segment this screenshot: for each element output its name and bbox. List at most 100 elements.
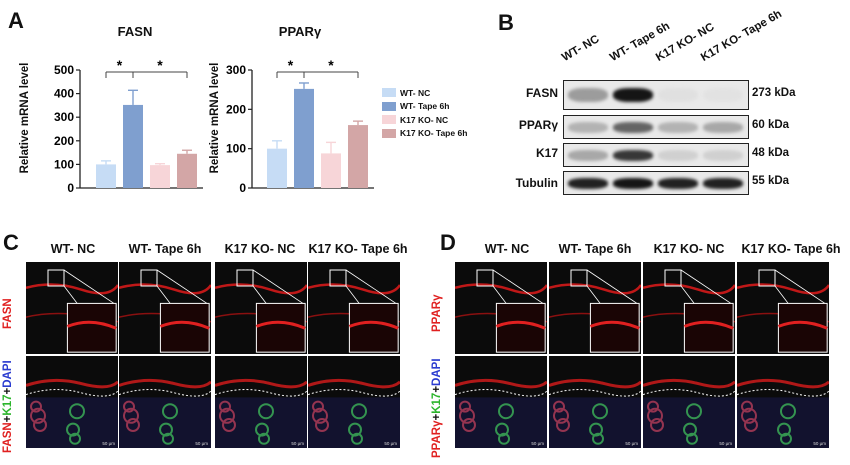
wb-band [613, 88, 653, 102]
zoom-inset [159, 302, 210, 353]
zoom-line [586, 269, 638, 304]
y-tick-label: 300 [226, 63, 246, 77]
epidermis-red [643, 378, 735, 389]
cell-cluster [312, 400, 324, 413]
label-part: FASN [2, 422, 14, 453]
cell-cluster [498, 432, 510, 445]
cell-cluster [495, 422, 509, 437]
inset-tissue [255, 320, 306, 330]
panel-d-col-label: WT- Tape 6h [558, 242, 632, 256]
panel-c-col-label: WT- NC [50, 242, 96, 256]
wb-band [613, 149, 653, 161]
cell-cluster [162, 432, 174, 445]
wb-band [568, 177, 608, 189]
scale-bar-label: 50 μm [625, 441, 638, 446]
micrograph-drawing [215, 269, 307, 353]
cell-cluster [741, 407, 757, 424]
scale-bar-label: 50 μm [719, 441, 732, 446]
ppar-bar-chart: 0 100 200 300 * * [226, 57, 374, 195]
wb-band [658, 88, 698, 102]
bar [177, 153, 197, 188]
cell-cluster [459, 400, 471, 413]
micrograph-drawing [308, 378, 400, 448]
tissue-edge [308, 283, 400, 295]
cell-cluster [33, 418, 47, 432]
y-tick-label: 300 [54, 110, 74, 124]
micrograph-drawing [549, 378, 641, 448]
wb-band [658, 177, 698, 189]
zoom-box [236, 269, 254, 287]
zoom-box [329, 269, 347, 287]
legend-item: K17 KO- NC [382, 113, 467, 127]
micrograph-image: 50 μm [26, 356, 118, 448]
epidermis-red [549, 378, 641, 389]
epidermis-red [455, 378, 547, 389]
wb-protein-label: Tubulin [515, 176, 558, 190]
dapi-background [549, 397, 641, 448]
panel-c-col-label: K17 KO- Tape 6h [308, 242, 408, 256]
dashed-boundary [308, 389, 400, 397]
micrograph-drawing [737, 378, 829, 448]
epidermis-red [119, 378, 211, 389]
zoom-box [47, 269, 65, 287]
cell-cluster [592, 432, 604, 445]
panel-c-row2-label: FASN+K17+DAPI [2, 359, 14, 453]
micrograph-image [119, 262, 211, 354]
wb-protein-label: K17 [535, 146, 558, 160]
legend-label: K17 KO- NC [400, 114, 449, 125]
zoom-line [63, 269, 115, 304]
panel-letter-a: A [8, 8, 24, 33]
micrograph-image: 50 μm [119, 356, 211, 448]
zoom-box [664, 269, 682, 287]
micrograph-drawing [26, 269, 118, 353]
label-part: + [2, 387, 14, 395]
cell-cluster [66, 422, 80, 437]
dapi-background [119, 397, 211, 448]
label-part: K17 [2, 394, 14, 416]
micrograph-drawing [643, 378, 735, 448]
chart-legend: WT- NC WT- Tape 6h K17 KO- NC K17 KO- Ta… [382, 86, 467, 140]
bar [123, 104, 143, 188]
significance-star: * [288, 57, 294, 73]
dapi-background [737, 397, 829, 448]
cell-cluster [647, 407, 663, 424]
cell-cluster [255, 422, 269, 437]
cell-cluster [159, 422, 173, 437]
cell-cluster [312, 407, 328, 424]
micrograph-image: 50 μm [737, 356, 829, 448]
panel-c-col-label: WT- Tape 6h [128, 242, 202, 256]
cell-cluster [30, 407, 46, 424]
cell-cluster [162, 403, 178, 420]
y-tick-label: 100 [226, 142, 246, 156]
epidermis-red [215, 378, 307, 389]
micrograph-drawing [455, 378, 547, 448]
cell-cluster [459, 407, 475, 424]
cell-cluster [741, 400, 753, 413]
wb-band [703, 121, 743, 133]
zoom-line [680, 269, 732, 304]
inset-tissue [495, 320, 546, 330]
cell-cluster [683, 422, 697, 437]
dashed-boundary [119, 389, 211, 397]
panel-c-col-label: K17 KO- NC [224, 242, 296, 256]
epidermis-red [308, 378, 400, 389]
wb-kda-label: 273 kDa [752, 87, 796, 99]
dashed-boundary [643, 389, 735, 397]
label-part: DAPI [431, 358, 443, 386]
wb-kda-label: 60 kDa [752, 119, 790, 131]
zoom-box [570, 269, 588, 287]
tissue-edge [737, 283, 829, 295]
micrograph-drawing [215, 378, 307, 448]
micrograph-image [308, 262, 400, 354]
zoom-line [156, 269, 208, 304]
cell-cluster [315, 418, 329, 432]
legend-label: K17 KO- Tape 6h [400, 128, 468, 139]
tissue-edge [215, 283, 307, 295]
dashed-boundary [549, 389, 641, 397]
cell-cluster [123, 407, 139, 424]
zoom-box [758, 269, 776, 287]
cell-cluster [69, 403, 85, 420]
micrograph-image: 50 μm [549, 356, 641, 448]
cell-cluster [351, 403, 367, 420]
legend-swatch [382, 115, 396, 125]
